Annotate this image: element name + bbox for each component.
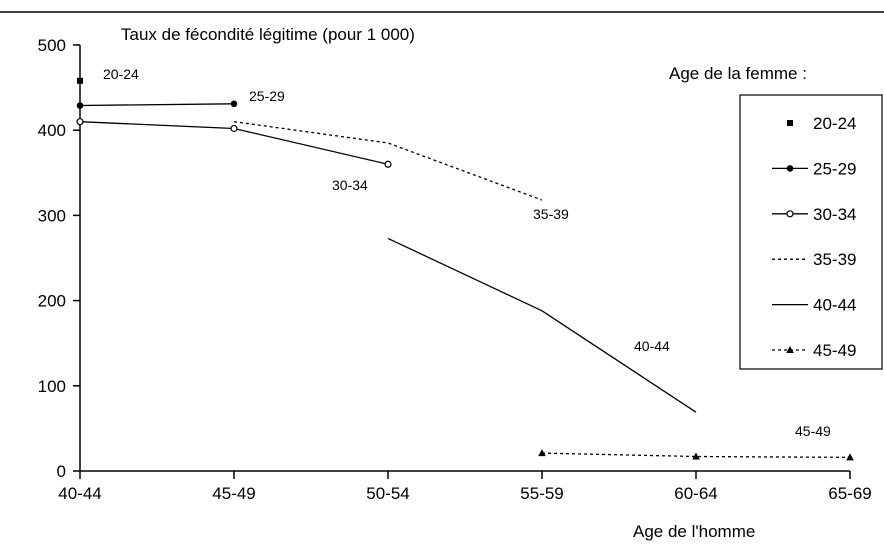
legend-box <box>739 94 883 370</box>
x-tick-label: 60-64 <box>674 484 717 503</box>
x-tick-label: 40-44 <box>58 484 101 503</box>
legend-marker <box>786 210 794 218</box>
data-point <box>230 124 238 133</box>
x-tick-label: 55-59 <box>520 484 563 503</box>
data-point <box>77 77 83 84</box>
legend-label: 25-29 <box>813 159 856 178</box>
legend-item-40-44: 40-44 <box>772 296 856 315</box>
legend-label: 35-39 <box>813 250 856 269</box>
x-axis: 40-44 45-49 50-54 55-59 60-64 65-69 <box>58 470 872 503</box>
legend-item-45-49: 45-49 <box>772 341 856 360</box>
data-point <box>76 118 84 126</box>
series-30-34 <box>76 118 392 168</box>
legend-label: 30-34 <box>813 205 856 224</box>
x-tick-label: 50-54 <box>366 484 409 503</box>
y-tick-label: 200 <box>38 292 66 311</box>
annotation-35-39: 35-39 <box>533 206 569 222</box>
data-point <box>230 100 238 108</box>
series-line <box>233 121 543 201</box>
legend-item-20-24: 20-24 <box>787 114 856 133</box>
data-point <box>538 449 546 457</box>
data-point <box>846 453 854 461</box>
y-tick-label: 300 <box>38 206 66 225</box>
data-point <box>692 452 700 460</box>
series-20-24 <box>77 77 83 84</box>
legend-title: Age de la femme : <box>669 64 807 83</box>
legend: 20-24 25-29 30-34 35-39 40-44 45-49 <box>772 114 856 360</box>
data-point <box>76 102 84 109</box>
x-tick-label: 65-69 <box>828 484 871 503</box>
data-point <box>384 160 392 168</box>
x-axis-label: Age de l'homme <box>633 522 755 541</box>
series-35-39 <box>233 121 543 201</box>
series-annotations: 20-24 25-29 30-34 35-39 40-44 45-49 <box>103 66 831 439</box>
annotation-25-29: 25-29 <box>249 88 285 104</box>
series-line <box>79 103 235 107</box>
legend-marker <box>786 165 794 172</box>
annotation-40-44: 40-44 <box>634 338 670 354</box>
series-40-44 <box>387 237 697 413</box>
legend-label: 40-44 <box>813 296 856 315</box>
plot-area <box>76 77 854 461</box>
legend-item-35-39: 35-39 <box>772 250 856 269</box>
chart-title: Taux de fécondité légitime (pour 1 000) <box>121 25 415 44</box>
legend-label: 45-49 <box>813 341 856 360</box>
annotation-20-24: 20-24 <box>103 66 139 82</box>
x-tick-label: 45-49 <box>212 484 255 503</box>
y-tick-label: 100 <box>38 377 66 396</box>
series-25-29 <box>76 100 238 109</box>
y-tick-label: 400 <box>38 121 66 140</box>
legend-label: 20-24 <box>813 114 856 133</box>
series-line <box>387 237 697 413</box>
annotation-45-49: 45-49 <box>795 423 831 439</box>
series-45-49 <box>538 449 854 461</box>
legend-item-25-29: 25-29 <box>772 159 856 178</box>
y-axis: 0 100 200 300 400 500 <box>38 36 81 481</box>
legend-marker <box>786 346 794 353</box>
annotation-30-34: 30-34 <box>332 177 368 193</box>
y-tick-label: 500 <box>38 36 66 55</box>
legend-item-30-34: 30-34 <box>772 205 856 224</box>
legend-marker <box>787 120 793 126</box>
y-tick-label: 0 <box>57 462 66 481</box>
